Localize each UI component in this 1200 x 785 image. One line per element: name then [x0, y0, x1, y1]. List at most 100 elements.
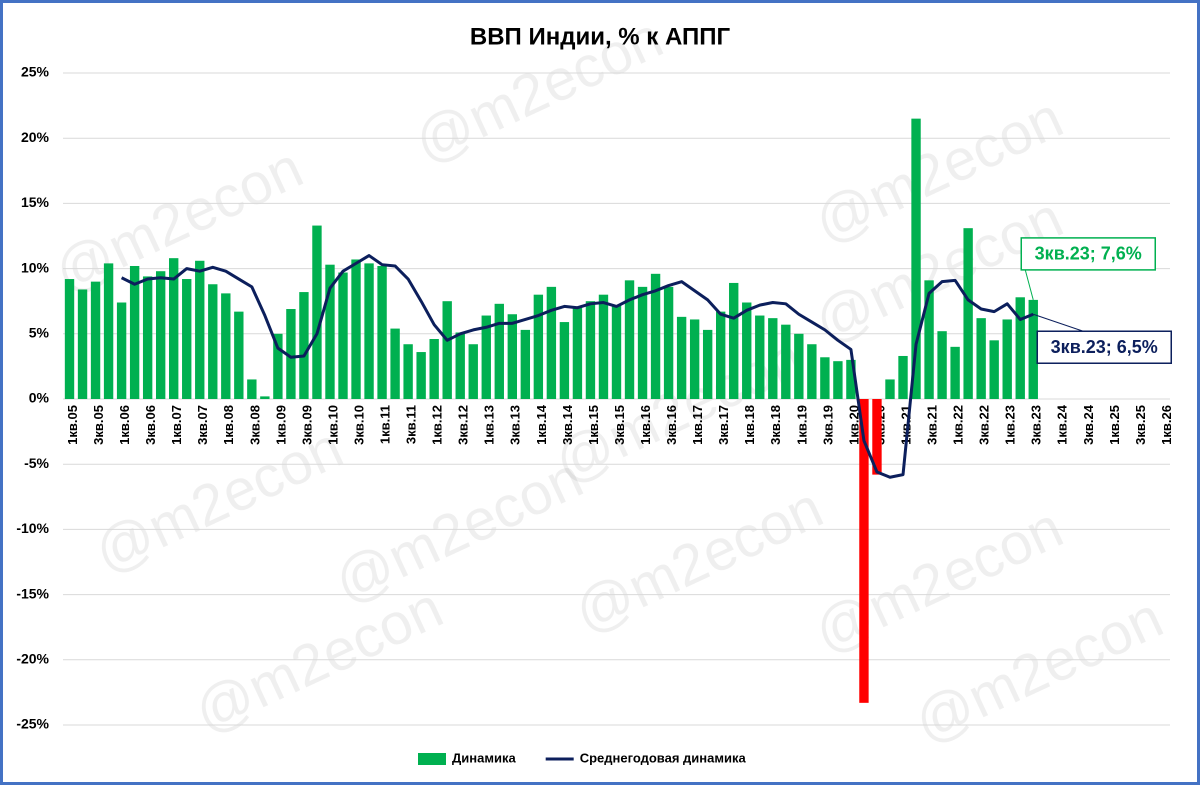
bar	[533, 294, 544, 399]
bar	[742, 302, 752, 399]
bar	[468, 344, 478, 399]
x-tick-label: 1кв.14	[534, 404, 549, 445]
bar	[729, 282, 739, 399]
bar	[585, 301, 596, 399]
bar	[859, 399, 869, 703]
bar	[950, 346, 960, 399]
bar	[989, 340, 999, 399]
bar	[481, 315, 491, 399]
x-tick-label: 1кв.13	[482, 405, 497, 445]
bar	[90, 281, 101, 399]
bar	[976, 318, 986, 399]
x-tick-label: 1кв.23	[1003, 405, 1018, 445]
x-tick-label: 3кв.16	[664, 405, 679, 445]
bar	[507, 314, 518, 399]
bar	[429, 339, 439, 399]
y-tick-label: -20%	[16, 651, 49, 667]
bar	[494, 303, 504, 399]
y-tick-label: -5%	[24, 455, 49, 471]
x-tick-label: 3кв.23	[1029, 405, 1044, 445]
bar	[442, 301, 452, 399]
x-tick-label: 3кв.19	[820, 405, 835, 445]
bar	[1015, 297, 1025, 399]
x-tick-label: 1кв.12	[430, 405, 445, 445]
bar	[260, 396, 270, 399]
bar	[273, 333, 283, 399]
bar	[924, 280, 934, 399]
bar	[351, 259, 361, 399]
legend-swatch	[418, 753, 446, 765]
x-tick-label: 1кв.07	[169, 405, 184, 445]
x-tick-label: 1кв.05	[65, 405, 80, 445]
bar	[702, 329, 713, 399]
bar	[546, 286, 557, 399]
line	[120, 254, 1034, 479]
y-tick-label: 25%	[21, 64, 50, 80]
bar	[911, 118, 921, 399]
x-tick-label: 1кв.08	[221, 405, 236, 445]
bar	[937, 331, 947, 399]
y-tick-label: 10%	[21, 259, 50, 275]
bar	[247, 379, 257, 399]
annotation-text: 3кв.23; 7,6%	[1035, 244, 1142, 264]
y-tick-label: -10%	[16, 520, 49, 536]
bar	[142, 276, 153, 399]
bar	[559, 322, 570, 399]
bar	[116, 302, 127, 399]
x-tick-label: 1кв.06	[117, 405, 132, 445]
x-tick-label: 3кв.06	[143, 405, 158, 445]
x-tick-label: 3кв.25	[1133, 405, 1148, 445]
x-tick-label: 1кв.22	[951, 405, 966, 445]
x-tick-label: 1кв.18	[742, 405, 757, 445]
bar	[755, 315, 765, 399]
x-tick-label: 3кв.12	[456, 405, 471, 445]
x-tick-label: 1кв.10	[325, 405, 340, 445]
x-tick-label: 1кв.20	[846, 405, 861, 445]
y-tick-label: 15%	[21, 194, 50, 210]
y-tick-label: -25%	[16, 716, 49, 732]
bar	[572, 306, 583, 399]
bar	[377, 265, 387, 399]
x-tick-label: 1кв.19	[794, 405, 809, 445]
x-tick-label: 3кв.11	[404, 405, 419, 444]
bar	[781, 324, 791, 399]
bar	[794, 333, 804, 399]
x-tick-label: 1кв.09	[273, 405, 288, 445]
bar	[455, 332, 465, 399]
x-tick-label: 1кв.24	[1055, 404, 1070, 445]
x-tick-label: 1кв.11	[378, 405, 393, 444]
bar	[64, 279, 75, 399]
x-tick-label: 1кв.17	[690, 405, 705, 445]
x-tick-label: 3кв.24	[1081, 404, 1096, 445]
annotation-pointer	[1024, 269, 1034, 301]
bar	[312, 225, 322, 399]
bar	[416, 352, 426, 399]
x-tick-label: 1кв.26	[1159, 405, 1174, 445]
x-tick-label: 3кв.09	[299, 405, 314, 445]
x-tick-label: 1кв.25	[1107, 405, 1122, 445]
annotation-pointer	[1033, 313, 1084, 332]
annotation-text: 3кв.23; 6,5%	[1051, 337, 1158, 357]
bar	[611, 305, 622, 399]
x-tick-label: 3кв.15	[612, 405, 627, 445]
bar	[77, 289, 88, 399]
bar	[768, 318, 778, 399]
bar	[364, 263, 374, 399]
bar	[689, 319, 700, 399]
bar	[898, 355, 908, 399]
y-tick-label: 0%	[29, 390, 50, 406]
bar	[624, 280, 635, 399]
bar	[155, 271, 166, 399]
x-tick-label: 3кв.18	[768, 405, 783, 445]
bar	[520, 329, 531, 399]
x-tick-label: 3кв.14	[560, 404, 575, 445]
x-tick-label: 1кв.16	[638, 405, 653, 445]
annotation-box	[1036, 330, 1173, 364]
bar	[208, 284, 218, 399]
bar	[1028, 299, 1038, 399]
bar	[650, 273, 661, 399]
bar	[182, 279, 192, 399]
annotation-box	[1020, 237, 1157, 271]
bar	[807, 344, 817, 399]
